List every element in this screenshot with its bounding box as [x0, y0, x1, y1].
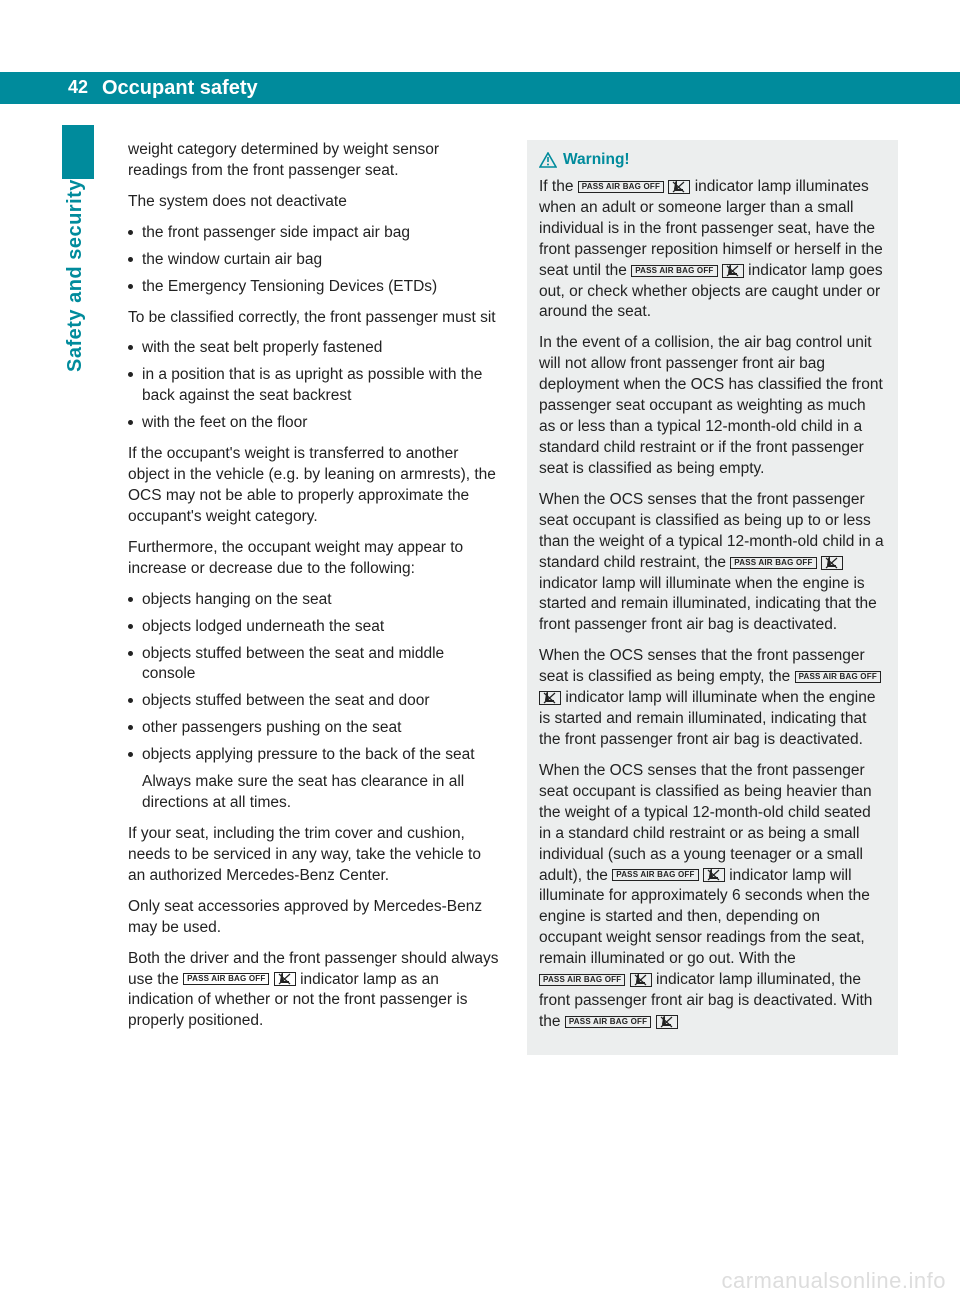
- side-tab: [62, 125, 94, 179]
- paragraph: If the occupant's weight is transferred …: [128, 444, 499, 528]
- bullet-list: with the seat belt properly fastened in …: [128, 338, 499, 434]
- text-run: indicator lamp will illuminate when the …: [539, 689, 875, 748]
- paragraph: weight category determined by weight sen…: [128, 140, 499, 182]
- list-item: other passengers pushing on the seat: [128, 718, 499, 739]
- warning-triangle-icon: [539, 152, 557, 168]
- bullet-list: objects hanging on the seat objects lodg…: [128, 590, 499, 814]
- content: weight category determined by weight sen…: [128, 140, 898, 1055]
- header-title: Occupant safety: [102, 77, 258, 100]
- paragraph: Furthermore, the occupant weight may app…: [128, 538, 499, 580]
- paragraph: The system does not deactivate: [128, 192, 499, 213]
- text-run: If the: [539, 178, 578, 195]
- paragraph: If the PASS AIR BAG OFF indicator lamp i…: [539, 177, 886, 323]
- header-bar: 42 Occupant safety: [0, 72, 960, 104]
- list-item: the Emergency Tensioning Devices (ETDs): [128, 277, 499, 298]
- list-item: in a position that is as upright as poss…: [128, 365, 499, 407]
- watermark: carmanualsonline.info: [721, 1268, 946, 1294]
- paragraph: Both the driver and the front passenger …: [128, 949, 499, 1033]
- seat-off-icon: [274, 972, 296, 986]
- warning-heading: Warning!: [539, 150, 886, 171]
- seat-off-icon: [539, 691, 561, 705]
- text-run: indicator lamp will illuminate when the …: [539, 575, 877, 634]
- warning-title: Warning!: [563, 150, 630, 171]
- bullet-list: the front passenger side impact air bag …: [128, 223, 499, 298]
- pass-air-bag-off-icon: PASS AIR BAG OFF: [183, 973, 269, 985]
- list-item: objects lodged underneath the seat: [128, 617, 499, 638]
- seat-off-icon: [668, 180, 690, 194]
- pass-air-bag-off-icon: PASS AIR BAG OFF: [565, 1016, 651, 1028]
- pass-air-bag-off-icon: PASS AIR BAG OFF: [631, 265, 717, 277]
- list-item: objects stuffed between the seat and doo…: [128, 691, 499, 712]
- seat-off-icon: [630, 973, 652, 987]
- seat-off-icon: [821, 556, 843, 570]
- pass-air-bag-off-icon: PASS AIR BAG OFF: [612, 869, 698, 881]
- pass-air-bag-off-icon: PASS AIR BAG OFF: [730, 557, 816, 569]
- paragraph: If your seat, including the trim cover a…: [128, 824, 499, 887]
- list-item: objects hanging on the seat: [128, 590, 499, 611]
- paragraph: To be classified correctly, the front pa…: [128, 308, 499, 329]
- seat-off-icon: [722, 264, 744, 278]
- right-column: Warning! If the PASS AIR BAG OFF indicat…: [527, 140, 898, 1055]
- seat-off-icon: [656, 1015, 678, 1029]
- list-item: the window curtain air bag: [128, 250, 499, 271]
- list-item: with the seat belt properly fastened: [128, 338, 499, 359]
- list-item: the front passenger side impact air bag: [128, 223, 499, 244]
- seat-off-icon: [703, 868, 725, 882]
- page: 42 Occupant safety Safety and security w…: [0, 0, 960, 1302]
- warning-box: Warning! If the PASS AIR BAG OFF indicat…: [527, 140, 898, 1055]
- left-column: weight category determined by weight sen…: [128, 140, 499, 1055]
- paragraph: When the OCS senses that the front passe…: [539, 761, 886, 1033]
- list-item: with the feet on the floor: [128, 413, 499, 434]
- pass-air-bag-off-icon: PASS AIR BAG OFF: [795, 671, 881, 683]
- paragraph: Only seat accessories approved by Merced…: [128, 897, 499, 939]
- page-number: 42: [68, 77, 88, 98]
- list-item: objects stuffed between the seat and mid…: [128, 644, 499, 686]
- pass-air-bag-off-icon: PASS AIR BAG OFF: [539, 974, 625, 986]
- paragraph: When the OCS senses that the front passe…: [539, 646, 886, 751]
- side-label: Safety and security: [64, 179, 87, 372]
- paragraph: In the event of a collision, the air bag…: [539, 333, 886, 479]
- text-run: When the OCS senses that the front passe…: [539, 762, 872, 884]
- paragraph: When the OCS senses that the front passe…: [539, 490, 886, 636]
- pass-air-bag-off-icon: PASS AIR BAG OFF: [578, 181, 664, 193]
- list-note: Always make sure the seat has clearance …: [128, 772, 499, 814]
- list-item: objects applying pressure to the back of…: [128, 745, 499, 766]
